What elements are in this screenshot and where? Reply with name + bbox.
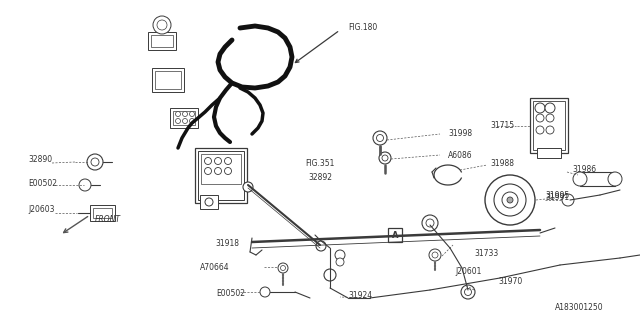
Circle shape xyxy=(280,266,285,270)
Circle shape xyxy=(214,167,221,174)
Bar xyxy=(388,228,402,242)
Bar xyxy=(148,32,176,50)
Text: E00502: E00502 xyxy=(216,289,245,298)
Circle shape xyxy=(432,252,438,258)
Text: A6086: A6086 xyxy=(448,150,472,159)
Circle shape xyxy=(573,172,587,186)
Bar xyxy=(530,98,568,153)
Text: 31991: 31991 xyxy=(545,194,569,203)
Circle shape xyxy=(324,269,336,281)
Circle shape xyxy=(336,258,344,266)
Bar xyxy=(537,148,561,158)
Circle shape xyxy=(182,111,188,116)
Bar xyxy=(200,195,218,209)
Bar xyxy=(195,148,247,203)
Circle shape xyxy=(536,126,544,134)
Text: 31918: 31918 xyxy=(215,238,239,247)
Circle shape xyxy=(545,103,555,113)
Text: 31924: 31924 xyxy=(348,292,372,300)
Circle shape xyxy=(546,126,554,134)
Bar xyxy=(580,172,615,186)
Bar xyxy=(93,208,112,218)
Circle shape xyxy=(562,194,574,206)
Circle shape xyxy=(225,167,232,174)
Text: J20601: J20601 xyxy=(455,268,481,276)
Circle shape xyxy=(205,198,213,206)
Text: A: A xyxy=(392,230,398,239)
Circle shape xyxy=(422,215,438,231)
Bar xyxy=(152,68,184,92)
Circle shape xyxy=(243,182,253,192)
Circle shape xyxy=(278,263,288,273)
Circle shape xyxy=(376,134,383,141)
Bar xyxy=(533,101,565,150)
Bar xyxy=(155,71,181,89)
Bar xyxy=(90,205,115,221)
Circle shape xyxy=(485,175,535,225)
Text: 31970: 31970 xyxy=(498,277,522,286)
Text: 31715: 31715 xyxy=(490,121,514,130)
Circle shape xyxy=(379,152,391,164)
Text: J20603: J20603 xyxy=(28,205,54,214)
Circle shape xyxy=(608,172,622,186)
Circle shape xyxy=(153,16,171,34)
Circle shape xyxy=(91,158,99,166)
Text: 31988: 31988 xyxy=(490,158,514,167)
Text: E00502: E00502 xyxy=(28,180,57,188)
Circle shape xyxy=(335,250,345,260)
Circle shape xyxy=(316,241,326,251)
Circle shape xyxy=(429,249,441,261)
Circle shape xyxy=(461,285,475,299)
Circle shape xyxy=(205,157,211,164)
Circle shape xyxy=(426,219,434,227)
Bar xyxy=(170,108,198,128)
Circle shape xyxy=(225,157,232,164)
Circle shape xyxy=(189,111,195,116)
Text: 32890: 32890 xyxy=(28,156,52,164)
Text: 31995: 31995 xyxy=(545,190,569,199)
Text: FIG.351: FIG.351 xyxy=(305,158,334,167)
Circle shape xyxy=(189,118,195,124)
Bar xyxy=(151,35,173,47)
Circle shape xyxy=(373,131,387,145)
Circle shape xyxy=(507,197,513,203)
Circle shape xyxy=(214,157,221,164)
Text: 32892: 32892 xyxy=(308,173,332,182)
Text: FRONT: FRONT xyxy=(95,215,121,225)
Bar xyxy=(173,111,195,125)
Text: FIG.180: FIG.180 xyxy=(348,23,377,33)
Text: 31733: 31733 xyxy=(474,249,499,258)
Circle shape xyxy=(205,167,211,174)
Text: 31986: 31986 xyxy=(572,164,596,173)
Circle shape xyxy=(157,20,167,30)
Text: A70664: A70664 xyxy=(200,263,230,273)
Circle shape xyxy=(494,184,526,216)
Bar xyxy=(201,154,241,184)
Circle shape xyxy=(175,111,180,116)
Circle shape xyxy=(260,287,270,297)
Circle shape xyxy=(536,114,544,122)
Circle shape xyxy=(182,118,188,124)
Text: A183001250: A183001250 xyxy=(555,303,604,313)
Circle shape xyxy=(382,155,388,161)
Circle shape xyxy=(87,154,103,170)
Circle shape xyxy=(79,179,91,191)
Circle shape xyxy=(175,118,180,124)
Circle shape xyxy=(546,114,554,122)
Bar xyxy=(198,151,244,200)
Circle shape xyxy=(502,192,518,208)
Circle shape xyxy=(465,289,472,295)
Text: 31998: 31998 xyxy=(448,130,472,139)
Circle shape xyxy=(535,103,545,113)
